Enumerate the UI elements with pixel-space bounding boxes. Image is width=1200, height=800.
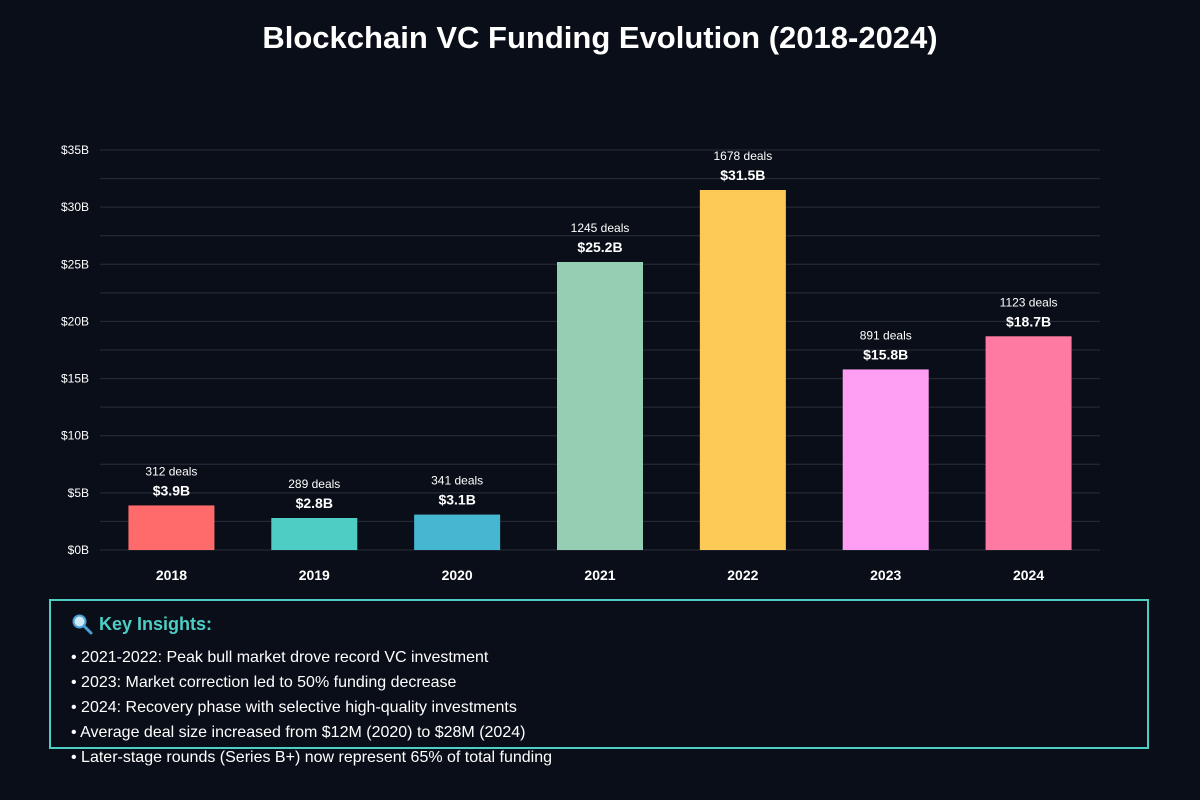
insights-heading-text: Key Insights: [99, 613, 213, 634]
insight-item: • 2024: Recovery phase with selective hi… [71, 699, 517, 716]
insight-item: • 2021-2022: Peak bull market drove reco… [71, 649, 489, 666]
bar-2018 [128, 505, 215, 550]
insights-list: • 2021-2022: Peak bull market drove reco… [71, 645, 552, 770]
insights-heading: Key Insights: [71, 613, 212, 635]
magnifier-icon [72, 614, 93, 635]
bar-chart: $0B $5B $10B $15B $20B $25B $30B $35B $3.9B 312 … [61, 143, 1100, 583]
bar-2020 [414, 514, 501, 550]
deal-count-label: 891 deals [860, 328, 912, 342]
insight-item: • Average deal size increased from $12M … [71, 724, 526, 741]
y-tick-label: $5B [68, 486, 89, 500]
value-label: $25.2B [577, 239, 622, 255]
value-label: $31.5B [720, 167, 765, 183]
x-tick-label: 2018 [156, 567, 187, 583]
value-label: $2.8B [296, 495, 333, 511]
x-tick-label: 2020 [442, 567, 473, 583]
bar-2022 [699, 190, 786, 550]
value-label: $15.8B [863, 346, 908, 362]
x-tick-label: 2019 [299, 567, 330, 583]
x-tick-label: 2024 [1013, 567, 1044, 583]
value-label: $3.9B [153, 482, 190, 498]
value-label: $3.1B [438, 492, 475, 508]
bar-labels: $3.9B 312 deals $2.8B 289 deals $3.1B 341 dea… [145, 149, 1057, 511]
insight-item: • Later-stage rounds (Series B+) now rep… [71, 749, 552, 766]
deal-count-label: 289 deals [288, 477, 340, 491]
x-tick-label: 2021 [584, 567, 615, 583]
y-tick-label: $35B [61, 143, 89, 157]
deal-count-label: 1678 deals [713, 149, 772, 163]
key-insights-panel: Key Insights: • 2021-2022: Peak bull mar… [49, 599, 1149, 766]
x-tick-label: 2022 [727, 567, 758, 583]
x-tick-label: 2023 [870, 567, 901, 583]
deal-count-label: 1245 deals [571, 221, 630, 235]
bar-2023 [842, 369, 929, 550]
bar-2021 [557, 262, 643, 550]
y-axis-ticks: $0B $5B $10B $15B $20B $25B $30B $35B [61, 143, 89, 557]
bars [128, 190, 1072, 550]
value-label: $18.7B [1006, 313, 1051, 329]
chart-title: Blockchain VC Funding Evolution (2018-20… [262, 20, 938, 55]
deal-count-label: 341 deals [431, 474, 483, 488]
deal-count-label: 312 deals [145, 464, 197, 478]
y-tick-label: $15B [61, 372, 89, 386]
y-tick-label: $20B [61, 314, 89, 328]
insight-item: • 2023: Market correction led to 50% fun… [71, 674, 457, 691]
y-tick-label: $30B [61, 200, 89, 214]
deal-count-label: 1123 deals [1000, 295, 1058, 309]
x-axis-ticks: 2018 2019 2020 2021 2022 2023 2024 [156, 567, 1045, 583]
y-tick-label: $25B [61, 257, 89, 271]
bar-2024 [985, 336, 1072, 550]
y-tick-label: $10B [61, 429, 89, 443]
y-tick-label: $0B [68, 543, 89, 557]
bar-2019 [271, 518, 358, 550]
